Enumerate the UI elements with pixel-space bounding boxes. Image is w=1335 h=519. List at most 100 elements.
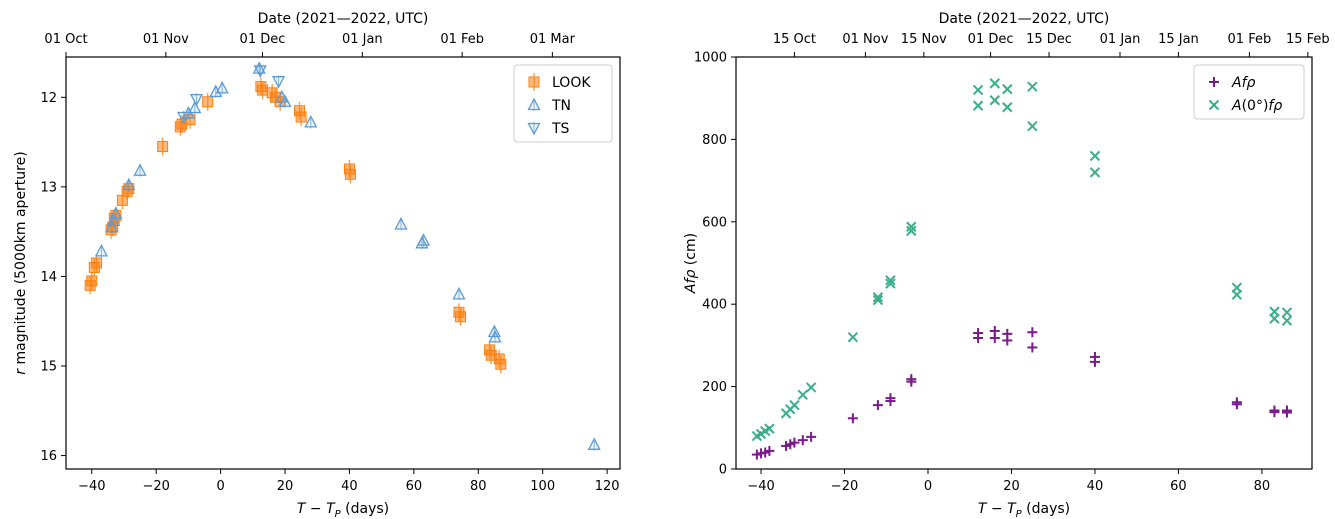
x-axis-label: T − TP (days) bbox=[297, 501, 389, 519]
data-point bbox=[872, 400, 883, 411]
legend-marker bbox=[527, 122, 541, 136]
x-tick-label: −40 bbox=[747, 479, 774, 494]
data-point bbox=[847, 413, 858, 424]
data-point bbox=[989, 78, 1000, 89]
y-tick-label: 15 bbox=[40, 360, 57, 375]
data-point bbox=[989, 325, 1000, 336]
y-tick-label: 800 bbox=[702, 133, 727, 148]
data-point bbox=[973, 328, 984, 339]
legend: LOOK TN TS bbox=[513, 64, 613, 143]
x-tick-label: 40 bbox=[1087, 479, 1104, 494]
data-point bbox=[989, 95, 1000, 106]
y-tick-label: 14 bbox=[40, 270, 57, 285]
top-tick-label: 01 Jan bbox=[342, 32, 383, 47]
data-point bbox=[91, 254, 103, 272]
data-point bbox=[806, 431, 817, 442]
data-point bbox=[1281, 405, 1292, 416]
data-point bbox=[1269, 405, 1280, 416]
data-point bbox=[455, 307, 467, 326]
y-tick-label: 13 bbox=[40, 180, 57, 195]
x-tick-label: 20 bbox=[277, 479, 294, 494]
x-tick-label: −40 bbox=[78, 479, 105, 494]
data-point bbox=[1089, 150, 1101, 162]
series-Afρ bbox=[751, 325, 1292, 460]
x-tick-label: −20 bbox=[142, 479, 169, 494]
data-point bbox=[278, 94, 292, 108]
top-axis-label: Date (2021—2022, UTC) bbox=[939, 11, 1110, 27]
legend: Afρ A(0°)fρ bbox=[1193, 64, 1305, 120]
data-point bbox=[209, 84, 223, 98]
series-TS bbox=[176, 64, 286, 125]
data-point bbox=[789, 437, 800, 448]
legend-marker bbox=[527, 97, 541, 111]
top-tick-label: 15 Jan bbox=[1158, 32, 1199, 47]
data-point bbox=[253, 64, 267, 78]
top-tick-label: 01 Mar bbox=[530, 32, 576, 47]
x-tick-label: 20 bbox=[1003, 479, 1020, 494]
data-point bbox=[972, 84, 984, 96]
data-point bbox=[972, 100, 984, 111]
legend-label: LOOK bbox=[552, 75, 591, 91]
data-point bbox=[1281, 315, 1293, 326]
data-point bbox=[344, 165, 356, 184]
data-point bbox=[109, 206, 123, 220]
x-tick-label: −20 bbox=[831, 479, 858, 494]
legend-marker bbox=[1209, 77, 1219, 87]
data-point bbox=[764, 423, 775, 434]
data-point bbox=[764, 445, 775, 456]
data-point bbox=[885, 278, 896, 289]
data-point bbox=[133, 163, 147, 177]
plot-frame bbox=[65, 56, 621, 470]
x-tick-label: 60 bbox=[406, 479, 423, 494]
data-point bbox=[847, 331, 859, 343]
data-point bbox=[1231, 397, 1242, 408]
data-point bbox=[272, 75, 286, 89]
data-point bbox=[495, 355, 507, 374]
data-point bbox=[157, 137, 169, 156]
top-tick-label: 15 Feb bbox=[1286, 32, 1330, 47]
x-tick-label: 80 bbox=[470, 479, 487, 494]
top-tick-label: 01 Jan bbox=[1100, 32, 1141, 47]
data-point bbox=[1002, 83, 1013, 95]
data-point bbox=[1027, 342, 1038, 353]
legend-marker bbox=[528, 73, 540, 91]
data-point bbox=[1281, 307, 1293, 318]
y-tick-label: 400 bbox=[702, 298, 727, 313]
data-point bbox=[105, 219, 119, 234]
top-axis-label: Date (2021—2022, UTC) bbox=[258, 11, 429, 27]
data-point bbox=[1002, 102, 1013, 113]
data-point bbox=[906, 221, 917, 232]
data-point bbox=[202, 92, 214, 111]
y-tick-label: 12 bbox=[40, 91, 57, 106]
data-point bbox=[1027, 81, 1038, 92]
plot-frame bbox=[735, 56, 1313, 470]
data-point bbox=[885, 393, 896, 404]
top-tick-label: 15 Dec bbox=[1026, 32, 1072, 47]
data-point bbox=[415, 235, 429, 250]
data-point bbox=[797, 389, 808, 401]
legend-box bbox=[1193, 64, 1305, 120]
data-point bbox=[805, 382, 817, 393]
data-point bbox=[885, 275, 896, 286]
legend-marker bbox=[1208, 99, 1220, 111]
top-tick-label: 01 Dec bbox=[240, 32, 286, 47]
data-point bbox=[86, 271, 98, 290]
data-point bbox=[107, 213, 121, 227]
top-tick-label: 01 Nov bbox=[842, 32, 888, 47]
y-tick-label: 600 bbox=[702, 215, 727, 230]
data-point bbox=[906, 374, 917, 385]
y-tick-label: 1000 bbox=[694, 51, 727, 66]
x-tick-label: 0 bbox=[216, 479, 224, 494]
data-point bbox=[1089, 351, 1100, 362]
x-tick-label: 0 bbox=[924, 479, 932, 494]
x-tick-label: 40 bbox=[341, 479, 358, 494]
top-tick-label: 01 Nov bbox=[143, 32, 189, 47]
x-tick-label: 100 bbox=[530, 479, 555, 494]
data-point bbox=[1002, 328, 1013, 339]
y-tick-label: 16 bbox=[40, 449, 57, 464]
legend-label: TS bbox=[551, 121, 570, 137]
data-point bbox=[1269, 306, 1280, 317]
top-tick-label: 01 Dec bbox=[968, 32, 1014, 47]
